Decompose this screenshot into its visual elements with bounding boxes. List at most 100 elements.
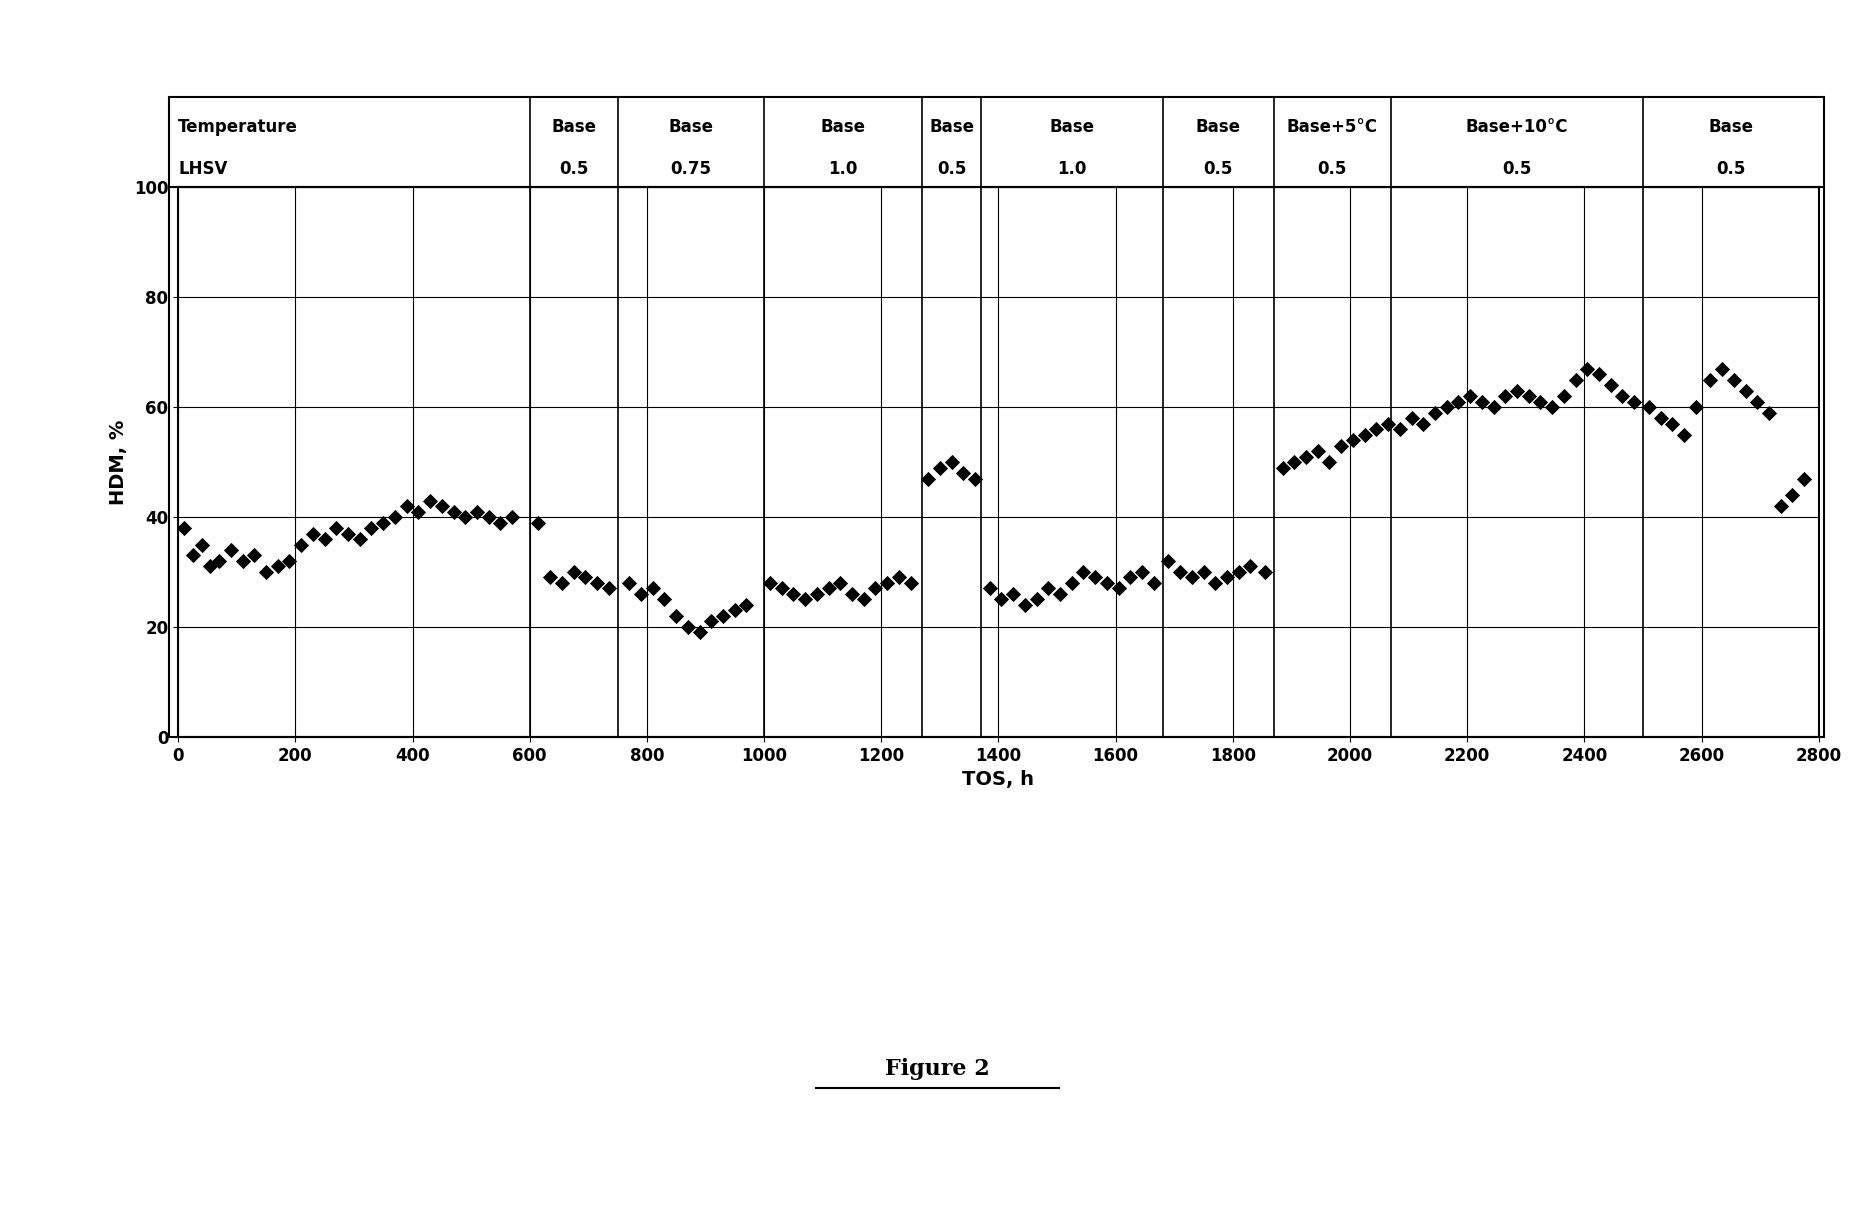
Text: 0.75: 0.75 <box>671 161 711 178</box>
Point <box>1200 574 1230 593</box>
Point <box>975 579 1005 598</box>
Point <box>1397 408 1427 428</box>
Point <box>1164 562 1194 581</box>
Point <box>696 611 726 631</box>
Point <box>1731 381 1761 400</box>
Text: 0.5: 0.5 <box>1204 161 1234 178</box>
Point <box>802 585 832 604</box>
Text: 1.0: 1.0 <box>1058 161 1086 178</box>
Point <box>1455 387 1485 406</box>
Point <box>924 458 954 477</box>
Point <box>414 490 444 510</box>
Point <box>684 623 714 643</box>
Point <box>1069 562 1099 581</box>
Point <box>1339 430 1369 449</box>
Point <box>849 590 879 609</box>
Point <box>1432 397 1462 417</box>
Point <box>1789 469 1819 488</box>
Point <box>1236 557 1266 576</box>
Point <box>1153 551 1183 570</box>
Point <box>1251 562 1281 581</box>
Point <box>1658 414 1688 434</box>
Point <box>523 513 553 533</box>
Point <box>1326 436 1356 455</box>
Point <box>1178 568 1208 587</box>
Point <box>1279 452 1309 471</box>
Point <box>1573 359 1603 378</box>
Point <box>497 507 527 527</box>
Point <box>1268 458 1297 477</box>
Point <box>274 551 304 570</box>
Point <box>789 590 819 609</box>
Point <box>814 579 844 598</box>
Point <box>861 579 891 598</box>
Point <box>169 518 199 538</box>
Point <box>767 579 797 598</box>
Point <box>626 585 656 604</box>
Text: Base: Base <box>821 118 866 135</box>
Point <box>1526 391 1556 411</box>
Point <box>262 557 292 576</box>
Point <box>216 540 246 559</box>
Point <box>1033 579 1063 598</box>
Point <box>287 535 317 554</box>
Point <box>1695 370 1725 389</box>
Point <box>1549 387 1579 406</box>
Point <box>1766 496 1796 516</box>
Point <box>334 524 364 544</box>
Point <box>662 606 692 626</box>
Point <box>240 546 270 565</box>
Point <box>1116 568 1146 587</box>
Point <box>1361 419 1391 439</box>
Point <box>1596 376 1626 395</box>
Point <box>381 507 411 527</box>
X-axis label: TOS, h: TOS, h <box>962 771 1035 789</box>
Point <box>1584 365 1614 384</box>
Point <box>949 464 979 483</box>
Point <box>345 529 375 548</box>
Text: Base+5°C: Base+5°C <box>1286 118 1378 135</box>
Point <box>1646 408 1676 428</box>
Point <box>1408 414 1438 434</box>
Point <box>1620 391 1650 411</box>
Point <box>1706 359 1736 378</box>
Point <box>731 596 761 615</box>
Text: Base: Base <box>1196 118 1241 135</box>
Point <box>1479 397 1509 417</box>
Point <box>1372 414 1402 434</box>
Text: 0.5: 0.5 <box>1318 161 1346 178</box>
Point <box>368 513 398 533</box>
Point <box>709 606 739 626</box>
Point <box>594 579 624 598</box>
Point <box>1513 387 1543 406</box>
Point <box>883 568 913 587</box>
Point <box>1386 419 1416 439</box>
Text: Base+10°C: Base+10°C <box>1466 118 1568 135</box>
Point <box>1104 579 1134 598</box>
Point <box>673 617 703 637</box>
Text: Base: Base <box>668 118 712 135</box>
Point <box>559 562 589 581</box>
Text: 0.5: 0.5 <box>559 161 589 178</box>
Point <box>1560 370 1590 389</box>
Point <box>188 535 216 554</box>
Point <box>720 600 750 620</box>
Point <box>461 501 491 521</box>
Point <box>638 579 667 598</box>
Point <box>1719 370 1749 389</box>
Point <box>1058 574 1088 593</box>
Point <box>1044 585 1074 604</box>
Text: Base: Base <box>1708 118 1753 135</box>
Point <box>581 574 611 593</box>
Point <box>615 574 645 593</box>
Point <box>251 562 281 581</box>
Point <box>570 568 600 587</box>
Point <box>1633 397 1663 417</box>
Point <box>1491 387 1521 406</box>
Point <box>1224 562 1254 581</box>
Point <box>1011 596 1041 615</box>
Point <box>227 551 257 570</box>
Point <box>872 574 902 593</box>
Point <box>938 452 968 471</box>
Point <box>195 557 225 576</box>
